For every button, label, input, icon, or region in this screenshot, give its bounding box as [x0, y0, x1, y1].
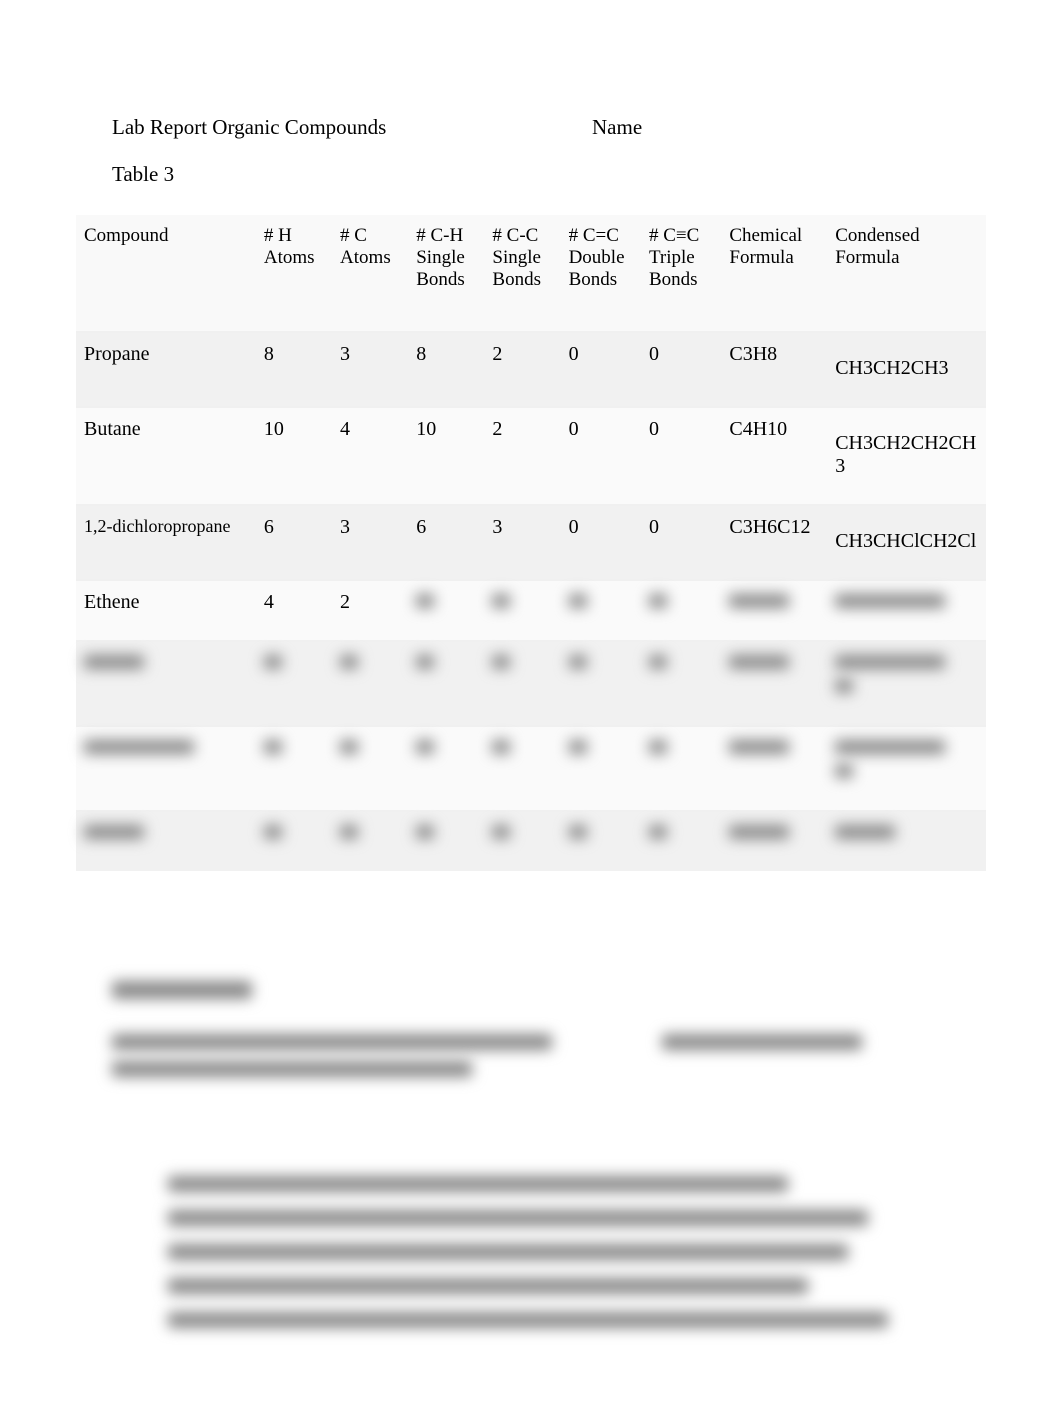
cell-blurred: [408, 810, 484, 871]
cell-blurred: [256, 810, 332, 871]
cell-blurred: [256, 725, 332, 810]
report-title: Lab Report Organic Compounds: [112, 115, 592, 140]
cell-blurred: [484, 810, 560, 871]
cell-compound: Propane: [76, 331, 256, 406]
table-row: [76, 810, 986, 871]
page: Lab Report Organic Compounds Name Table …: [0, 0, 1062, 1402]
cell-ch: 6: [408, 504, 484, 579]
cell-ch: 8: [408, 331, 484, 406]
cell-c: 4: [332, 406, 408, 504]
table-row: [76, 725, 986, 810]
cell-cct: 0: [641, 504, 721, 579]
cell-blurred: [561, 725, 641, 810]
table-caption: Table 3: [76, 162, 986, 187]
col-cc-double: # C=C Double Bonds: [561, 215, 641, 331]
cell-compound: Butane: [76, 406, 256, 504]
cell-cond: CH3CH2CH3: [827, 331, 986, 406]
cell-blurred: [484, 725, 560, 810]
cell-blurred: [641, 579, 721, 640]
cell-chem: C3H8: [721, 331, 827, 406]
cell-ccd: 0: [561, 504, 641, 579]
cell-blurred: [827, 725, 986, 810]
col-c-atoms: # C Atoms: [332, 215, 408, 331]
cell-c: 2: [332, 579, 408, 640]
table-body: Propane 8 3 8 2 0 0 C3H8 CH3CH2CH3 Butan…: [76, 331, 986, 871]
questions-heading-blurred: [112, 981, 986, 1004]
paragraph-blurred: [76, 1172, 986, 1342]
cell-c: 3: [332, 504, 408, 579]
cell-blurred: [561, 640, 641, 725]
cell-h: 4: [256, 579, 332, 640]
cell-blurred: [76, 810, 256, 871]
cell-compound: Ethene: [76, 579, 256, 640]
cell-compound: 1,2-dichloropropane: [76, 504, 256, 579]
cell-ccd: 0: [561, 406, 641, 504]
cell-blurred: [721, 579, 827, 640]
cell-h: 10: [256, 406, 332, 504]
name-label: Name: [592, 115, 642, 140]
cell-h: 6: [256, 504, 332, 579]
cell-blurred: [484, 640, 560, 725]
col-cc-single: # C-C Single Bonds: [484, 215, 560, 331]
cell-cc: 2: [484, 331, 560, 406]
cell-h: 8: [256, 331, 332, 406]
cell-cond: CH3CHClCH2Cl: [827, 504, 986, 579]
cell-blurred: [827, 640, 986, 725]
table-header-row: Compound # H Atoms # C Atoms # C-H Singl…: [76, 215, 986, 331]
cell-blurred: [641, 640, 721, 725]
col-cc-triple: # C≡C Triple Bonds: [641, 215, 721, 331]
cell-blurred: [332, 810, 408, 871]
header-row: Lab Report Organic Compounds Name: [76, 115, 986, 140]
col-ch-single: # C-H Single Bonds: [408, 215, 484, 331]
cell-cond: CH3CH2CH2CH3: [827, 406, 986, 504]
cell-blurred: [408, 640, 484, 725]
cell-blurred: [721, 725, 827, 810]
cell-blurred: [332, 640, 408, 725]
cell-blurred: [641, 810, 721, 871]
cell-blurred: [332, 725, 408, 810]
table-row: Ethene 4 2: [76, 579, 986, 640]
table-row: Propane 8 3 8 2 0 0 C3H8 CH3CH2CH3: [76, 331, 986, 406]
cell-cct: 0: [641, 331, 721, 406]
col-chem-formula: Chemical Formula: [721, 215, 827, 331]
cell-blurred: [827, 810, 986, 871]
cell-blurred: [408, 579, 484, 640]
cell-blurred: [76, 725, 256, 810]
cell-chem: C3H6C12: [721, 504, 827, 579]
cell-cc: 2: [484, 406, 560, 504]
cell-chem: C4H10: [721, 406, 827, 504]
cell-blurred: [721, 640, 827, 725]
cell-blurred: [76, 640, 256, 725]
table-row: [76, 640, 986, 725]
question-line-blurred: [112, 1034, 986, 1082]
cell-blurred: [561, 579, 641, 640]
cell-c: 3: [332, 331, 408, 406]
cell-blurred: [641, 725, 721, 810]
cell-ch: 10: [408, 406, 484, 504]
cell-blurred: [484, 579, 560, 640]
cell-blurred: [721, 810, 827, 871]
cell-cc: 3: [484, 504, 560, 579]
cell-ccd: 0: [561, 331, 641, 406]
col-compound: Compound: [76, 215, 256, 331]
compounds-table: Compound # H Atoms # C Atoms # C-H Singl…: [76, 215, 986, 871]
questions-section: [76, 981, 986, 1082]
cell-blurred: [827, 579, 986, 640]
cell-blurred: [256, 640, 332, 725]
cell-blurred: [561, 810, 641, 871]
col-h-atoms: # H Atoms: [256, 215, 332, 331]
table-row: Butane 10 4 10 2 0 0 C4H10 CH3CH2CH2CH3: [76, 406, 986, 504]
col-cond-formula: Condensed Formula: [827, 215, 986, 331]
cell-cct: 0: [641, 406, 721, 504]
table-row: 1,2-dichloropropane 6 3 6 3 0 0 C3H6C12 …: [76, 504, 986, 579]
cell-blurred: [408, 725, 484, 810]
